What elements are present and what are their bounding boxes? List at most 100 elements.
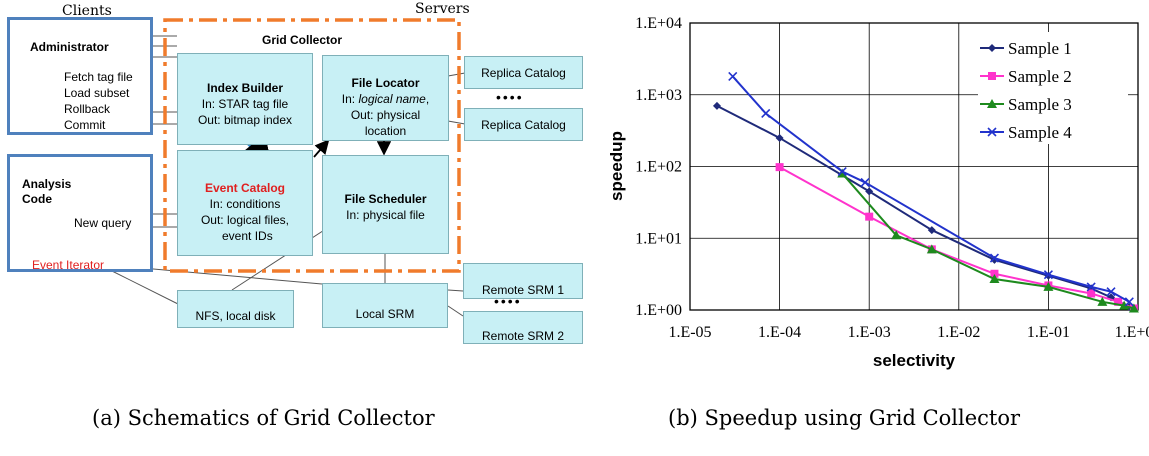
data-point	[712, 101, 721, 110]
y-tick-label: 1.E+02	[635, 159, 682, 176]
replica-catalog-1-box	[464, 56, 583, 89]
x-tick-label: 1.E-04	[758, 324, 801, 341]
x-tick-label: 1.E-02	[937, 324, 980, 341]
legend-label: Sample 1	[1008, 39, 1072, 58]
data-point	[990, 269, 999, 278]
legend-background	[978, 32, 1128, 144]
data-point-stroke	[860, 177, 870, 187]
data-point-stroke	[989, 253, 1000, 263]
data-point	[987, 127, 997, 137]
index-builder-in: In: STAR tag file	[201, 97, 289, 111]
replica-catalog-2-box	[464, 108, 583, 141]
data-point	[989, 274, 1000, 284]
speedup-chart: 1.E-05 1.E-04 1.E-03 1.E-02 1.E-01 1.E+00 1.E+…	[607, 15, 1149, 370]
event-catalog-out: Out: logical files,	[200, 213, 290, 227]
file-locator-out2: location	[364, 124, 407, 138]
file-scheduler-in: In: physical file	[346, 208, 425, 222]
data-point	[1086, 282, 1096, 292]
data-point	[926, 244, 937, 254]
analysis-title-2: Code	[22, 192, 52, 206]
admin-item-commit: Commit	[64, 118, 106, 132]
event-catalog-out2: event IDs	[222, 229, 273, 243]
file-scheduler-box	[322, 155, 449, 254]
data-point	[927, 226, 936, 235]
data-point-stroke	[1106, 287, 1116, 297]
grid-collector-title: Grid Collector	[262, 33, 343, 47]
data-point	[1043, 270, 1053, 280]
nfs-label: NFS, local disk	[195, 309, 276, 323]
legend-label: Sample 4	[1008, 123, 1072, 142]
y-tick-label: 1.E+01	[635, 230, 682, 247]
analysis-title-1: Analysis	[22, 177, 72, 191]
remote-srm-dots: ••••	[494, 293, 522, 309]
x-tick-label: 1.E-05	[668, 324, 711, 341]
admin-item-rollback: Rollback	[64, 102, 111, 116]
index-builder-box	[177, 53, 313, 145]
grid-collector-boundary	[163, 18, 461, 273]
remote-srm-2-box	[463, 311, 583, 344]
event-iterator-label: Event Iterator	[32, 258, 105, 272]
new-query-label: New query	[74, 216, 132, 230]
data-point	[1114, 297, 1123, 306]
data-point	[860, 177, 870, 187]
data-point-stroke	[1124, 297, 1134, 307]
x-axis-label: selectivity	[873, 351, 956, 370]
clients-label: Clients	[62, 3, 112, 19]
data-point-stroke	[987, 127, 997, 137]
data-point-stroke	[837, 166, 847, 177]
admin-item-fetch: Fetch tag file	[64, 70, 133, 84]
file-locator-out: Out: physical	[350, 108, 421, 122]
file-scheduler-title: File Scheduler	[344, 192, 427, 206]
data-point	[728, 71, 738, 81]
administrator-panel	[7, 17, 153, 135]
file-locator-in-italic: logical name	[358, 92, 426, 106]
x-tick-label: 1.E-03	[848, 324, 891, 341]
admin-item-load: Load subset	[64, 86, 130, 100]
legend-entry: Sample 4	[980, 123, 1072, 142]
data-point	[775, 163, 784, 172]
data-point	[1124, 297, 1134, 307]
local-srm-label: Local SRM	[355, 307, 415, 321]
local-srm-box	[322, 283, 448, 328]
data-point	[891, 230, 902, 240]
remote-srm-1-box	[463, 263, 583, 299]
data-point	[989, 253, 1000, 263]
data-point	[865, 187, 874, 196]
legend-label: Sample 3	[1008, 95, 1072, 114]
chart-series-group	[712, 71, 1139, 313]
remote-srm-2-label: Remote SRM 2	[481, 329, 565, 343]
remote-srm-1-label: Remote SRM 1	[481, 283, 565, 297]
y-axis-label: speedup	[607, 131, 626, 201]
series-line	[779, 166, 1135, 310]
caption-a: (a) Schematics of Grid Collector	[92, 406, 435, 430]
data-point	[1097, 296, 1108, 306]
series-sample-2	[775, 163, 1138, 313]
legend-label: Sample 2	[1008, 67, 1072, 86]
y-tick-label: 1.E+03	[635, 87, 682, 104]
series-sample-3	[837, 168, 1139, 313]
legend-entry: Sample 3	[980, 95, 1072, 114]
x-tick-label: 1.E+00	[1115, 324, 1149, 341]
file-locator-box	[322, 55, 449, 141]
caption-b: (b) Speedup using Grid Collector	[668, 406, 1021, 430]
data-point	[988, 44, 996, 52]
data-point-stroke	[1086, 282, 1096, 292]
event-catalog-box	[177, 150, 313, 256]
analysis-code-panel	[7, 154, 153, 272]
data-point	[1087, 289, 1096, 298]
data-point	[1043, 281, 1054, 291]
data-point-stroke	[1043, 270, 1053, 280]
plot-area-frame	[689, 22, 1139, 311]
chart-tick-labels: 1.E-05 1.E-04 1.E-03 1.E-02 1.E-01 1.E+00 1.E+…	[635, 15, 1149, 341]
legend-entry: Sample 2	[980, 67, 1072, 86]
event-catalog-in: In: conditions	[209, 197, 281, 211]
index-builder-out: Out: bitmap index	[197, 113, 293, 127]
servers-label: Servers	[415, 1, 470, 17]
event-catalog-title: Event Catalog	[204, 181, 285, 195]
x-tick-label: 1.E-01	[1027, 324, 1070, 341]
chart-legend: Sample 1 Sample 2 Sample 3 Sample 4	[978, 32, 1128, 144]
data-point-stroke	[761, 108, 771, 118]
y-tick-label: 1.E+04	[635, 15, 682, 32]
series-line	[841, 172, 1135, 310]
data-point	[865, 212, 874, 221]
